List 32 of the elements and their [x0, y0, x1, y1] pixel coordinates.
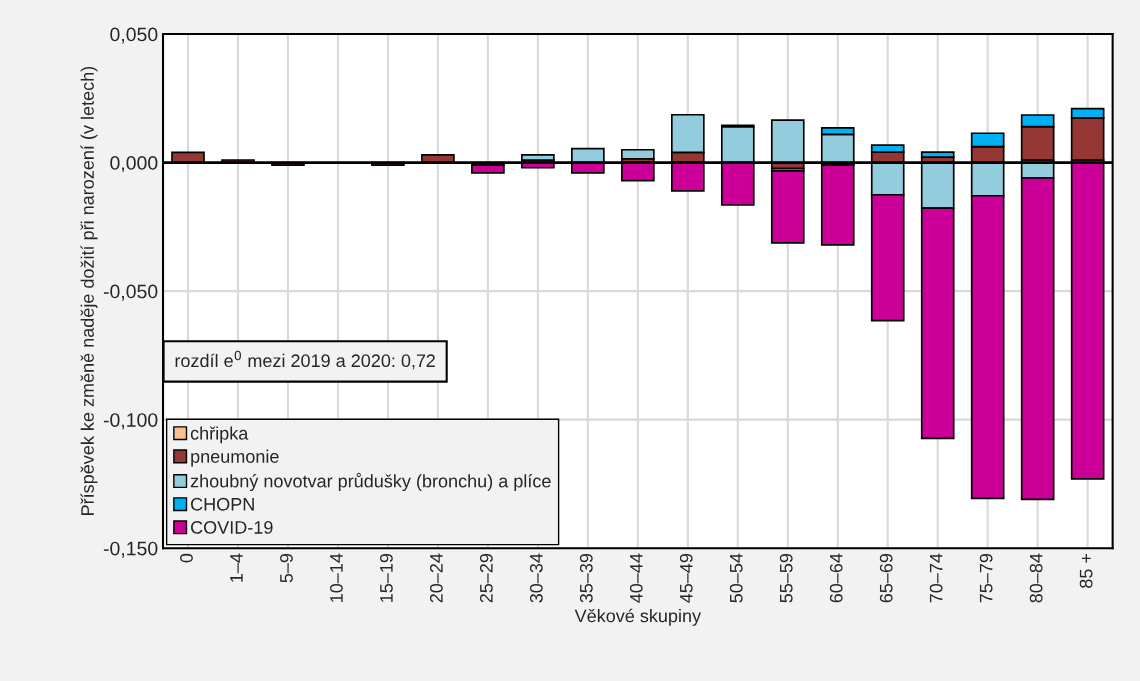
- y-tick-label: 0,050: [110, 27, 158, 44]
- x-tick-label: 35–39: [579, 553, 593, 603]
- x-tick-label: 75–79: [979, 553, 993, 603]
- x-tick-label: 85 +: [1079, 553, 1093, 588]
- annotation: rozdíl e$^{0}$ mezi 2019 a 2020: 0,72: [175, 350, 435, 370]
- x-tick-label: 60–64: [829, 553, 843, 603]
- legend-label: chřipka: [190, 426, 249, 444]
- x-tick-label: 25–29: [479, 553, 493, 603]
- y-tick-label: -0,150: [103, 541, 158, 558]
- x-tick-label: 45–49: [679, 553, 693, 603]
- x-tick-label: 30–34: [529, 553, 543, 603]
- y-tick-label: 0,000: [110, 156, 158, 173]
- x-tick-label: 65–69: [879, 553, 893, 603]
- x-tick-label: 15–19: [379, 553, 393, 602]
- y-tick-label: -0,100: [103, 413, 158, 430]
- x-axis-title: Věkové skupiny: [574, 608, 702, 626]
- x-tick-label: 80–84: [1029, 553, 1043, 603]
- x-tick-label: 40–44: [629, 553, 643, 603]
- y-axis-title: Příspěvek ke změně naděje dožití při narození (v letech): [80, 66, 98, 515]
- legend-label: pneumonie: [191, 449, 279, 467]
- y-tick-label: -0,050: [103, 284, 158, 301]
- legend-label: COVID-19: [191, 521, 273, 534]
- x-tick-label: 0: [180, 553, 193, 563]
- legend-label: zhoubný novotvar průdušky (bronchu) a plíce: [190, 472, 551, 492]
- x-tick-label: 50–54: [729, 553, 743, 603]
- x-tick-label: 10–14: [330, 553, 343, 602]
- x-tick-label: 70–74: [929, 553, 943, 603]
- x-tick-label: 20–24: [429, 553, 443, 603]
- x-tick-label: 5–9: [280, 553, 293, 583]
- x-tick-label: 1–4: [230, 553, 243, 582]
- legend-label: CHOPN: [191, 497, 254, 511]
- x-tick-label: 55–59: [779, 553, 793, 603]
